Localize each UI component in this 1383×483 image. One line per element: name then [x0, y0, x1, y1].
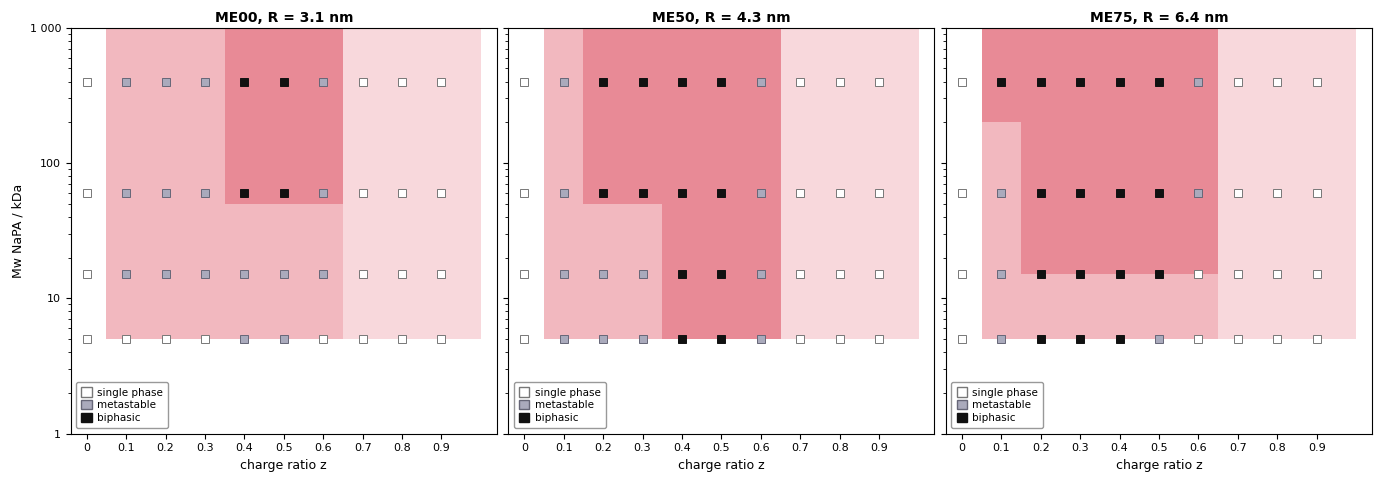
Bar — [544, 28, 780, 339]
Bar — [780, 28, 918, 339]
Bar — [662, 204, 780, 339]
Bar — [982, 122, 1021, 274]
Title: ME00, R = 3.1 nm: ME00, R = 3.1 nm — [214, 11, 353, 25]
X-axis label: charge ratio z: charge ratio z — [1116, 459, 1202, 472]
Bar — [584, 204, 662, 339]
Bar — [224, 28, 343, 204]
Bar — [982, 28, 1218, 122]
Bar — [1021, 274, 1099, 339]
Bar — [343, 28, 481, 339]
Bar — [1021, 122, 1218, 274]
Bar — [982, 28, 1218, 339]
X-axis label: charge ratio z: charge ratio z — [678, 459, 765, 472]
Legend: single phase, metastable, biphasic: single phase, metastable, biphasic — [513, 382, 606, 428]
Bar — [1218, 28, 1357, 339]
Bar — [584, 28, 780, 204]
X-axis label: charge ratio z: charge ratio z — [241, 459, 328, 472]
Legend: single phase, metastable, biphasic: single phase, metastable, biphasic — [76, 382, 167, 428]
Legend: single phase, metastable, biphasic: single phase, metastable, biphasic — [952, 382, 1043, 428]
Title: ME75, R = 6.4 nm: ME75, R = 6.4 nm — [1090, 11, 1228, 25]
Bar — [106, 28, 343, 339]
Title: ME50, R = 4.3 nm: ME50, R = 4.3 nm — [651, 11, 791, 25]
Y-axis label: Mw NaPA / kDa: Mw NaPA / kDa — [11, 184, 24, 278]
